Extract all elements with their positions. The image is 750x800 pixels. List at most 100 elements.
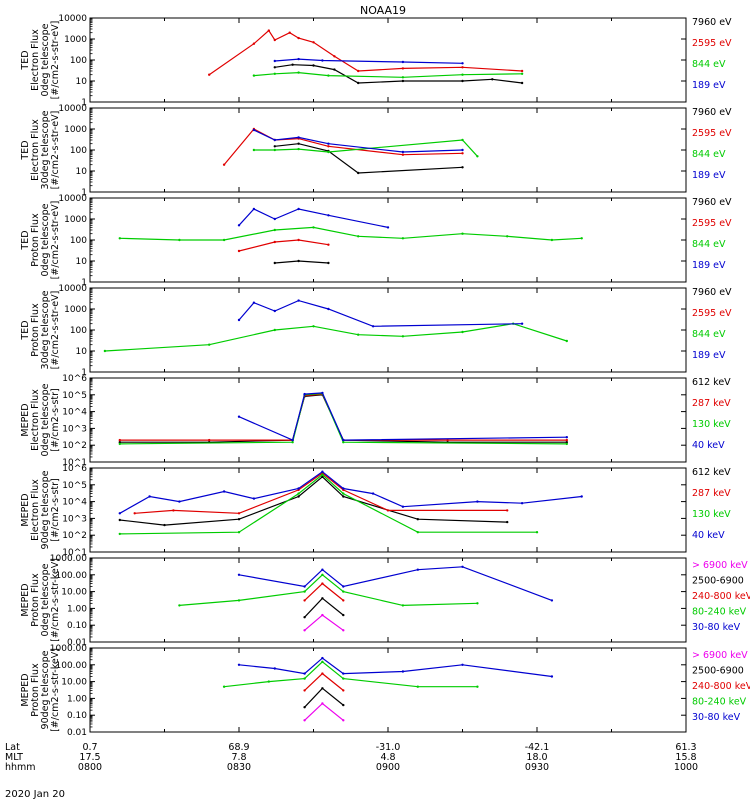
- data-point: [401, 79, 405, 83]
- data-point: [273, 38, 276, 42]
- y-tick-label: 100.00: [56, 661, 88, 671]
- y-axis-label-line: 90deg telescope: [40, 470, 51, 549]
- data-point: [148, 495, 151, 498]
- y-axis-label-line: MEPED: [20, 493, 31, 526]
- data-point: [118, 442, 122, 446]
- panel-frame: [89, 17, 687, 103]
- data-point: [273, 328, 276, 332]
- data-point: [401, 76, 405, 79]
- series-line-2: [119, 393, 567, 441]
- panel-7: 0.010.101.0010.00100.001000.00MEPEDProto…: [20, 554, 750, 648]
- data-point: [297, 259, 300, 263]
- series-line-4: [224, 661, 478, 688]
- series-line-4: [238, 208, 389, 228]
- data-point: [461, 73, 464, 76]
- series-line-5: [238, 657, 552, 678]
- legend-entry: 189 eV: [692, 170, 726, 181]
- legend-entry: 80-240 keV: [692, 697, 747, 708]
- data-point: [386, 509, 390, 512]
- data-point: [321, 597, 324, 600]
- data-point: [222, 685, 226, 688]
- y-axis-label-line: [#/cm2-s-str-keV]: [50, 648, 61, 732]
- y-tick-label: 1.00: [67, 604, 87, 614]
- y-axis-label-line: MEPED: [20, 673, 31, 706]
- y-axis-label-line: [#/cm2-s-str]: [50, 478, 61, 541]
- legend-entry: 2500-6900: [692, 666, 744, 677]
- data-point: [118, 512, 122, 515]
- data-point: [321, 391, 324, 395]
- data-point: [342, 599, 345, 602]
- series-line-3: [304, 672, 344, 691]
- y-tick-label: 0.10: [67, 621, 87, 631]
- y-axis-label-line: 90deg telescope: [40, 650, 51, 729]
- data-point: [321, 59, 324, 62]
- y-axis-label-line: 30deg telescope: [40, 290, 51, 369]
- data-point: [312, 226, 315, 229]
- data-point: [222, 163, 226, 166]
- data-point: [327, 243, 330, 246]
- y-tick-label: 100: [70, 326, 87, 336]
- series-line-3: [119, 226, 582, 241]
- panel-8: 0.010.101.0010.00100.001000.00MEPEDProto…: [20, 644, 750, 738]
- data-point: [237, 518, 241, 521]
- legend-entry: 130 keV: [692, 419, 731, 430]
- data-point: [342, 677, 345, 680]
- y-tick-label: 10: [76, 77, 88, 87]
- data-point: [461, 148, 464, 152]
- panel-frame: [89, 557, 687, 643]
- data-point: [357, 333, 360, 336]
- data-point: [461, 62, 464, 65]
- data-point: [237, 531, 241, 534]
- y-axis-label: TEDProton Flux0deg telescope[#/cm2-s-str…: [20, 201, 61, 280]
- data-point: [297, 57, 300, 61]
- y-tick-label: 0.10: [67, 711, 87, 721]
- data-point: [342, 590, 345, 593]
- data-point: [565, 339, 568, 343]
- data-point: [208, 343, 211, 346]
- data-point: [520, 322, 524, 325]
- data-point: [237, 224, 241, 227]
- data-point: [321, 656, 324, 660]
- data-point: [252, 74, 256, 77]
- data-point: [208, 438, 211, 442]
- data-point: [297, 71, 300, 74]
- data-point: [342, 438, 345, 442]
- legend-entry: 844 eV: [692, 59, 726, 70]
- data-point: [342, 703, 345, 707]
- y-axis-label-line: 0deg telescope: [40, 563, 51, 636]
- data-point: [461, 79, 464, 83]
- y-axis-label-line: 0deg telescope: [40, 383, 51, 456]
- data-point: [321, 582, 324, 585]
- y-axis-label-line: TED: [20, 140, 31, 160]
- data-point: [303, 590, 306, 593]
- data-point: [321, 475, 324, 478]
- data-point: [327, 261, 330, 265]
- y-tick-label: 100: [70, 236, 87, 246]
- legend-entry: 240-800 keV: [692, 591, 750, 602]
- y-tick-label: 0.01: [67, 638, 87, 648]
- data-point: [297, 207, 300, 211]
- y-tick-label: 10: [76, 257, 88, 267]
- series-line-3: [119, 473, 537, 535]
- y-axis-label-line: Proton Flux: [30, 573, 41, 627]
- legend-entry: 7960 eV: [692, 17, 732, 28]
- data-point: [237, 318, 241, 322]
- data-point: [273, 309, 276, 313]
- series-line-2: [223, 128, 463, 166]
- data-point: [565, 438, 568, 442]
- data-point: [163, 523, 166, 527]
- data-point: [416, 531, 419, 534]
- data-point: [357, 235, 360, 238]
- legend-entry: 2595 eV: [692, 128, 732, 139]
- y-tick-label: 10^1: [62, 548, 87, 558]
- data-point: [401, 67, 405, 70]
- data-point: [252, 301, 256, 304]
- y-axis-label-line: [#/cm2-s-str-eV]: [50, 201, 61, 280]
- data-point: [476, 685, 479, 688]
- data-point: [580, 237, 583, 240]
- series-line-1: [119, 475, 508, 526]
- data-point: [386, 226, 390, 229]
